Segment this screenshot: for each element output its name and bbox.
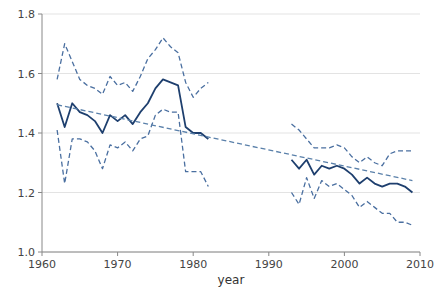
tick-mark	[268, 252, 269, 256]
grid-line	[42, 14, 420, 15]
tick-label: 2010	[406, 258, 434, 271]
tick-label: 1.8	[18, 8, 36, 21]
grid-line	[42, 133, 420, 134]
tick-label: 2000	[330, 258, 358, 271]
series-line	[57, 109, 412, 225]
tick-mark	[420, 252, 421, 256]
y-axis-line	[42, 14, 43, 252]
chart: 1.01.21.41.61.8196019701980199020002010y…	[0, 0, 436, 292]
tick-mark	[42, 252, 43, 256]
tick-mark	[38, 73, 42, 74]
series-line	[57, 79, 412, 192]
series-line	[57, 105, 412, 181]
tick-mark	[193, 252, 194, 256]
grid-line	[42, 192, 420, 193]
tick-label: 1960	[28, 258, 56, 271]
tick-label: 1970	[104, 258, 132, 271]
x-axis-label: year	[218, 273, 245, 287]
x-axis: 1960 1970 1980 1990 2000 2010	[28, 252, 434, 271]
tick-label: 1.4	[18, 127, 36, 140]
tick-label: 1980	[179, 258, 207, 271]
tick-label: 1.6	[18, 68, 36, 81]
tick-mark	[38, 133, 42, 134]
tick-mark	[117, 252, 118, 256]
grid-line	[42, 252, 420, 253]
tick-mark	[38, 14, 42, 15]
tick-mark	[344, 252, 345, 256]
y-axis: 1.01.21.41.61.8	[18, 8, 421, 259]
tick-label: 1990	[255, 258, 283, 271]
grid-line	[42, 73, 420, 74]
tick-mark	[38, 252, 42, 253]
tick-label: 1.2	[18, 187, 36, 200]
series-group	[57, 38, 412, 225]
series-line	[57, 38, 412, 166]
x-axis-line	[42, 252, 420, 253]
tick-mark	[38, 192, 42, 193]
